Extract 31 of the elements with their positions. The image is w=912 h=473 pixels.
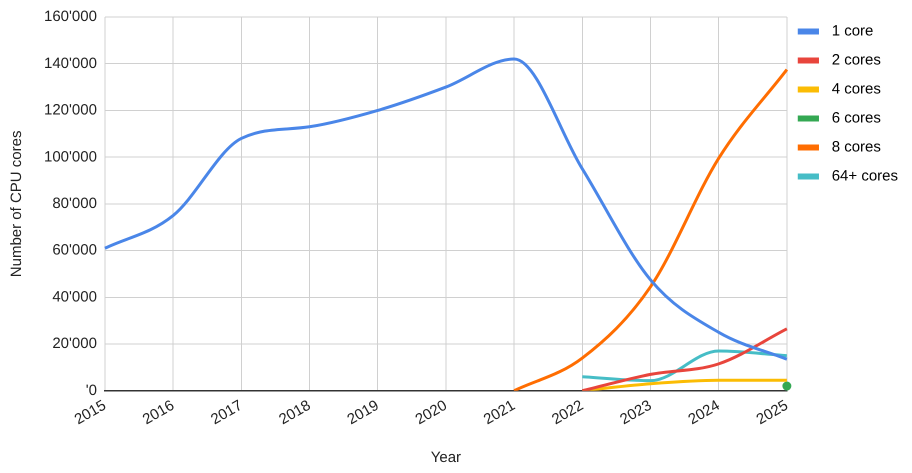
x-tick-label: 2023 bbox=[617, 396, 655, 428]
y-axis-title: Number of CPU cores bbox=[8, 130, 26, 278]
y-tick-label: 60'000 bbox=[52, 242, 97, 259]
y-tick-label: 120'000 bbox=[44, 102, 97, 119]
legend-label: 2 cores bbox=[823, 52, 881, 69]
y-tick-label: 20'000 bbox=[52, 335, 97, 352]
legend-label: 4 cores bbox=[823, 80, 881, 98]
y-tick-label: 40'000 bbox=[52, 288, 97, 306]
x-tick-label: 2017 bbox=[208, 396, 246, 428]
legend-label: 1 core bbox=[823, 22, 874, 40]
y-tick-label: '0 bbox=[86, 382, 97, 399]
legend-label: 64+ cores bbox=[823, 168, 898, 185]
x-tick-label: 2025 bbox=[754, 396, 791, 428]
x-tick-label: 2018 bbox=[276, 396, 314, 428]
line-series bbox=[103, 58, 788, 361]
y-tick-label: 140'000 bbox=[44, 54, 97, 72]
legend-label: 6 cores bbox=[823, 110, 881, 127]
x-tick-label: 2015 bbox=[72, 396, 109, 428]
line-series bbox=[580, 327, 788, 391]
y-tick-label: 160'000 bbox=[44, 8, 97, 26]
line-series bbox=[512, 68, 788, 391]
legend-label: 8 cores bbox=[823, 138, 881, 156]
y-tick-label: 100'000 bbox=[44, 148, 97, 166]
x-tick-label: 2020 bbox=[412, 396, 450, 428]
x-tick-label: 2024 bbox=[685, 396, 723, 428]
x-tick-label: 2016 bbox=[140, 396, 178, 428]
y-tick-label: 80'000 bbox=[52, 195, 97, 212]
x-tick-label: 2019 bbox=[344, 396, 382, 428]
x-tick-label: 2022 bbox=[548, 396, 586, 428]
x-tick-label: 2021 bbox=[480, 396, 518, 428]
x-axis-title: Year bbox=[430, 449, 462, 466]
